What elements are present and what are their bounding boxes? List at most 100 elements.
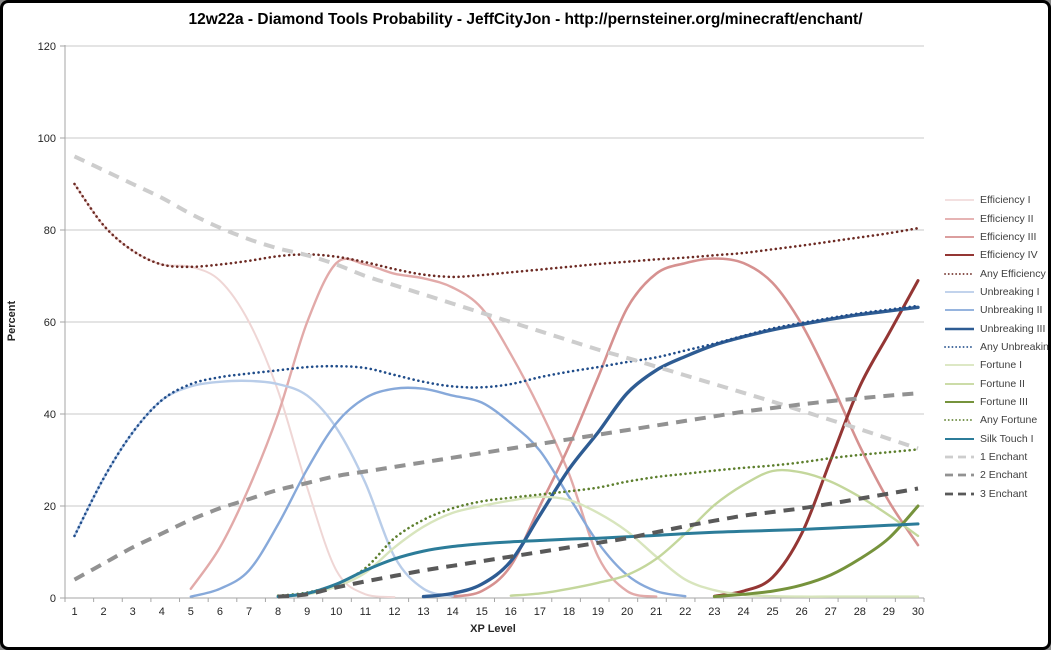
y-tick-label: 80 (44, 225, 56, 237)
legend-swatch-dotted (944, 272, 975, 275)
legend-item: Efficiency III (944, 228, 1048, 246)
x-tick-label: 8 (275, 606, 281, 618)
x-tick-label: 22 (679, 606, 691, 618)
x-tick-label: 27 (825, 606, 837, 618)
legend-item: 1 Enchant (944, 448, 1048, 466)
legend-label: Silk Touch I (980, 432, 1034, 445)
legend-swatch-solid (945, 199, 974, 201)
x-tick-label: 5 (188, 606, 194, 618)
series-silk-touch-i (276, 522, 920, 599)
legend-swatch-solid (945, 291, 974, 293)
legend-label: Efficiency IV (980, 249, 1038, 262)
series-unbreaking-i (73, 379, 454, 598)
legend-swatch-solid (945, 309, 974, 312)
legend-label: 3 Enchant (980, 487, 1028, 500)
x-tick-label: 25 (766, 606, 778, 618)
x-axis-title: XP Level (470, 623, 516, 635)
x-tick-label: 9 (304, 606, 310, 618)
series-3-enchant (277, 486, 919, 599)
y-tick-label: 20 (44, 501, 56, 513)
x-tick-label: 7 (246, 606, 252, 618)
x-tick-label: 30 (912, 606, 924, 618)
series-efficiency-iv (712, 279, 920, 598)
series-1-enchant (73, 154, 919, 451)
x-tick-label: 21 (650, 606, 662, 618)
legend-label: Fortune III (980, 395, 1028, 408)
x-tick-label: 18 (563, 606, 575, 618)
legend-label: Any Efficiency (980, 267, 1046, 280)
x-tick-label: 13 (417, 606, 429, 618)
legend-item: Fortune II (944, 374, 1048, 392)
legend-item: Silk Touch I (944, 429, 1048, 447)
series-lines (73, 154, 920, 599)
legend-item: Efficiency IV (944, 246, 1048, 264)
legend-label: 1 Enchant (980, 450, 1028, 463)
x-tick-label: 14 (446, 606, 458, 618)
legend-item: 3 Enchant (944, 485, 1048, 503)
series-unbreaking-ii (189, 386, 687, 598)
legend-swatch-solid (945, 364, 974, 367)
y-tick-label: 0 (50, 593, 56, 605)
legend-swatch-solid (945, 327, 974, 330)
legend-swatch-dotted (944, 419, 975, 422)
legend-item: Unbreaking II (944, 301, 1048, 319)
y-tick-label: 120 (38, 41, 56, 53)
legend-label: 2 Enchant (980, 469, 1028, 482)
legend-label: Efficiency III (980, 230, 1037, 243)
series-efficiency-i (73, 183, 396, 599)
legend: Efficiency I Efficiency II Efficiency III E… (944, 191, 1048, 503)
legend-label: Efficiency I (980, 194, 1031, 207)
series-efficiency-iii (451, 257, 920, 598)
legend-item: Fortune I (944, 356, 1048, 374)
x-tick-label: 24 (737, 606, 749, 618)
legend-item: Any Unbreaking (944, 338, 1048, 356)
legend-item: 2 Enchant (944, 466, 1048, 484)
legend-label: Unbreaking II (980, 304, 1043, 317)
y-tick-label: 60 (44, 317, 56, 329)
x-tick-label: 26 (796, 606, 808, 618)
legend-swatch-solid (945, 254, 974, 257)
y-tick-label: 100 (38, 133, 56, 145)
x-tick-label: 2 (101, 606, 107, 618)
x-tick-label: 4 (159, 606, 165, 618)
legend-swatch-dashed (945, 492, 974, 496)
x-tick-label: 29 (883, 606, 895, 618)
legend-item: Any Efficiency (944, 264, 1048, 282)
chart-title: 12w22a - Diamond Tools Probability - Jef… (188, 11, 863, 28)
series-unbreaking-iii (421, 305, 920, 599)
x-tick-label: 23 (708, 606, 720, 618)
x-tick-label: 1 (71, 606, 77, 618)
series-fortune-ii (509, 468, 920, 597)
x-tick-label: 10 (330, 606, 342, 618)
series-fortune-i (276, 495, 920, 598)
series-efficiency-ii (189, 257, 658, 598)
legend-item: Efficiency I (944, 191, 1048, 209)
legend-item: Any Fortune (944, 411, 1048, 429)
x-tick-label: 12 (388, 606, 400, 618)
legend-item: Unbreaking I (944, 283, 1048, 301)
x-tick-label: 16 (505, 606, 517, 618)
legend-item: Fortune III (944, 393, 1048, 411)
x-tick-label: 11 (360, 606, 371, 618)
legend-label: Fortune II (980, 377, 1025, 390)
legend-swatch-dashed (945, 473, 974, 477)
legend-swatch-solid (945, 382, 974, 385)
y-tick-label: 40 (44, 409, 56, 421)
legend-label: Any Fortune (980, 414, 1038, 427)
legend-swatch-solid (945, 400, 974, 404)
legend-swatch-solid (945, 437, 974, 440)
legend-swatch-dotted (944, 346, 975, 348)
x-tick-label: 28 (854, 606, 866, 618)
legend-swatch-solid (945, 235, 974, 238)
legend-label: Efficiency II (980, 212, 1034, 225)
legend-item: Efficiency II (944, 209, 1048, 227)
series-fortune-iii (712, 504, 920, 599)
x-tick-label: 20 (621, 606, 633, 618)
y-axis-title: Percent (6, 300, 18, 342)
x-tick-label: 15 (476, 606, 488, 618)
x-tick-label: 19 (592, 606, 604, 618)
legend-item: Unbreaking III (944, 319, 1048, 337)
